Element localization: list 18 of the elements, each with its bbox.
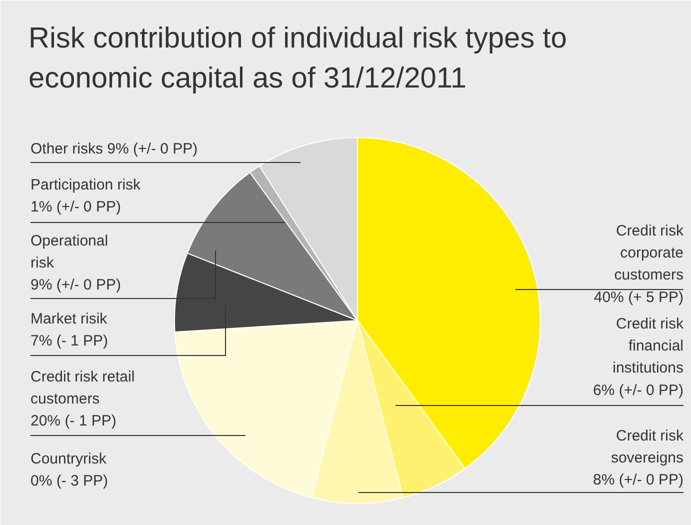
data-label: 6% (+/- 0 PP): [593, 382, 684, 399]
slice-label: Credit risk sovereigns: [610, 428, 684, 467]
slice-label: Credit risk corporate customers: [614, 222, 684, 284]
slice-label: Participation risk: [30, 176, 142, 194]
data-label: 20% (- 1 PP): [30, 412, 116, 430]
data-label: 1% (+/- 0 PP): [30, 198, 121, 216]
slice-label: Credit risk retail customers: [30, 368, 135, 408]
data-label: 8% (+/- 0 PP): [593, 472, 684, 489]
chart-title: Risk contribution of individual risk types to economic capital as of 31/12/2011: [28, 22, 567, 94]
slice-label: Market risik: [30, 310, 108, 328]
slice-label: Credit risk financial institutions: [612, 316, 684, 377]
slice-label: Other risks 9% (+/- 0 PP): [30, 140, 198, 158]
data-label: 9% (+/- 0 PP): [30, 276, 121, 294]
data-label: 7% (- 1 PP): [30, 332, 108, 350]
text: 0% (- 3 PP): [30, 472, 108, 490]
data-label: 40% (+ 5 PP): [594, 288, 684, 306]
category-label: Countryrisk: [30, 450, 106, 468]
slice-label: Operational risk: [30, 232, 108, 272]
